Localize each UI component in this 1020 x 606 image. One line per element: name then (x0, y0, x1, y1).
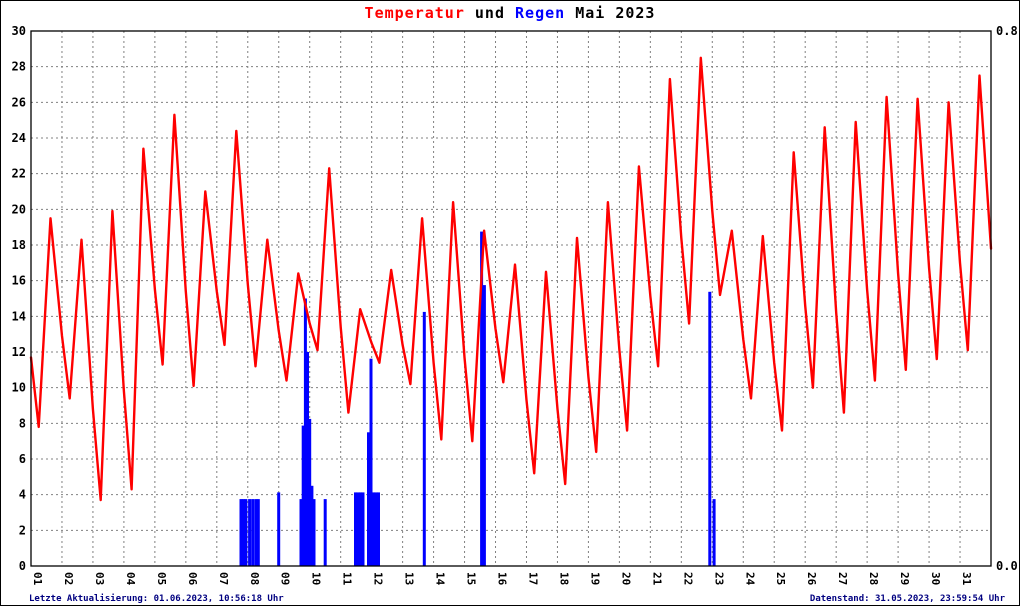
svg-text:28: 28 (867, 572, 880, 585)
svg-text:16: 16 (496, 572, 509, 586)
svg-text:11: 11 (341, 572, 354, 586)
svg-text:26: 26 (12, 95, 26, 109)
svg-text:12: 12 (372, 572, 385, 585)
svg-text:08: 08 (248, 572, 261, 585)
svg-text:22: 22 (681, 572, 694, 585)
svg-text:14: 14 (12, 309, 26, 323)
svg-text:05: 05 (155, 572, 168, 585)
svg-text:8: 8 (19, 416, 26, 430)
svg-text:22: 22 (12, 167, 26, 181)
svg-text:29: 29 (898, 572, 911, 585)
svg-text:28: 28 (12, 60, 26, 74)
svg-text:31: 31 (960, 572, 973, 586)
svg-text:23: 23 (712, 572, 725, 585)
svg-text:20: 20 (619, 572, 632, 585)
chart-title: Temperatur und Regen Mai 2023 (1, 4, 1019, 22)
title-und: und (464, 4, 516, 22)
svg-text:16: 16 (12, 274, 26, 288)
svg-text:15: 15 (465, 572, 478, 585)
svg-text:03: 03 (93, 572, 106, 585)
svg-text:17: 17 (526, 572, 539, 585)
svg-text:19: 19 (588, 572, 601, 585)
svg-text:18: 18 (557, 572, 570, 585)
svg-text:01: 01 (31, 572, 44, 586)
svg-text:24: 24 (743, 572, 756, 586)
svg-text:10: 10 (12, 381, 26, 395)
svg-text:13: 13 (403, 572, 416, 585)
svg-text:27: 27 (836, 572, 849, 585)
last-update-text: Letzte Aktualisierung: 01.06.2023, 10:56… (29, 594, 284, 604)
svg-text:14: 14 (434, 572, 447, 586)
data-timestamp-text: Datenstand: 31.05.2023, 23:59:54 Uhr (809, 594, 1005, 604)
svg-text:02: 02 (62, 572, 75, 585)
svg-text:07: 07 (217, 572, 230, 585)
svg-text:09: 09 (279, 572, 292, 585)
title-regen: Regen (515, 4, 566, 22)
svg-text:18: 18 (12, 238, 26, 252)
svg-text:24: 24 (12, 131, 26, 145)
svg-text:30: 30 (12, 24, 26, 38)
svg-text:20: 20 (12, 202, 26, 216)
svg-text:30: 30 (929, 572, 942, 585)
svg-text:10: 10 (310, 572, 323, 585)
svg-text:0.8: 0.8 (996, 24, 1018, 38)
svg-text:26: 26 (805, 572, 818, 586)
plot-border (30, 30, 992, 567)
svg-text:0: 0 (19, 559, 26, 573)
svg-text:4: 4 (19, 488, 26, 502)
svg-text:0.0: 0.0 (996, 559, 1018, 573)
svg-text:12: 12 (12, 345, 26, 359)
temperature-line (29, 56, 993, 502)
svg-text:21: 21 (650, 572, 663, 586)
svg-text:6: 6 (19, 452, 26, 466)
title-temperatur: Temperatur (364, 4, 465, 22)
rain-bars (239, 231, 716, 567)
title-month: Mai 2023 (565, 4, 656, 22)
svg-text:04: 04 (124, 572, 137, 586)
svg-text:2: 2 (19, 523, 26, 537)
svg-text:06: 06 (186, 572, 199, 586)
svg-text:25: 25 (774, 572, 787, 585)
